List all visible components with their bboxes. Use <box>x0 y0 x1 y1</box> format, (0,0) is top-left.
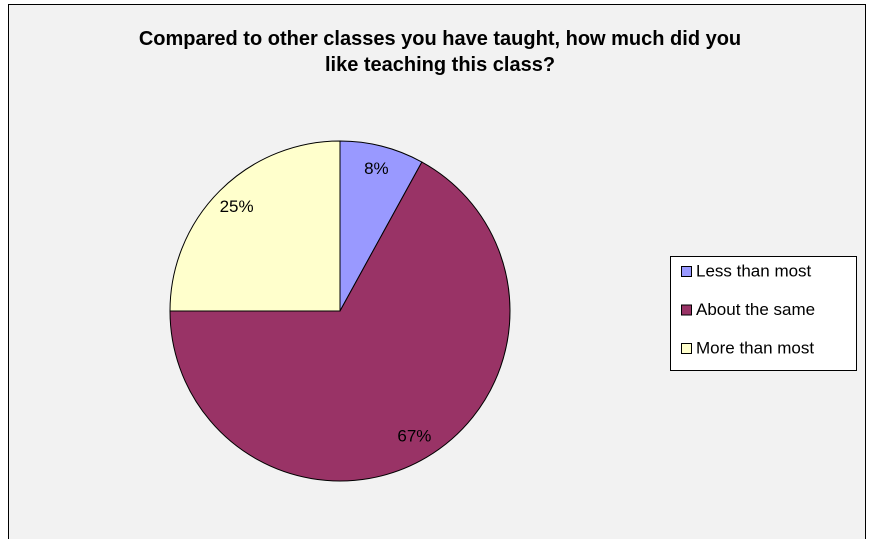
pie: 8% 67% 25% <box>169 140 511 482</box>
legend-swatch <box>681 304 692 316</box>
legend: Less than most About the same More than mo… <box>681 261 815 357</box>
pie-slice <box>169 161 511 482</box>
data-label: 8% <box>364 159 389 178</box>
data-label: 67% <box>397 426 431 445</box>
legend-label: About the same <box>696 300 815 319</box>
legend-label: More than most <box>696 338 814 357</box>
chart-title: Compared to other classes you have taugh… <box>138 28 742 76</box>
legend-swatch <box>681 266 692 277</box>
data-label: 25% <box>220 197 254 216</box>
pie-slice <box>169 140 341 312</box>
legend-box <box>670 256 857 371</box>
legend-swatch <box>681 343 692 354</box>
legend-label: Less than most <box>696 261 812 280</box>
